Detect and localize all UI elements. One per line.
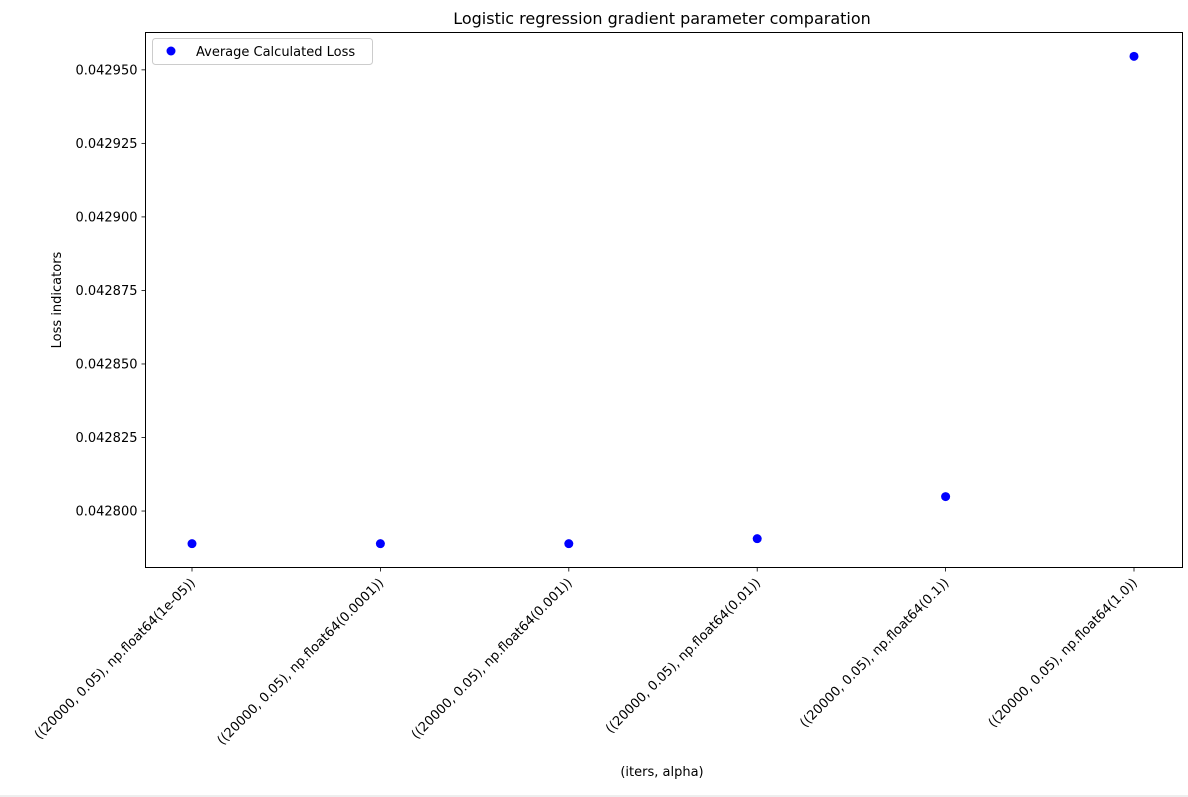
y-tick-label: 0.042800 bbox=[75, 505, 137, 520]
legend: Average Calculated Loss bbox=[152, 38, 373, 65]
plot-frame bbox=[145, 32, 1183, 568]
data-point bbox=[187, 539, 197, 549]
plot-area bbox=[145, 32, 1183, 568]
x-axis-title: (iters, alpha) bbox=[620, 765, 703, 780]
data-points bbox=[187, 51, 1139, 549]
chart-title: Logistic regression gradient parameter c… bbox=[453, 9, 871, 28]
x-tick-label: ((20000, 0.05), np.float64(0.001)) bbox=[409, 576, 576, 743]
y-tick-label: 0.042900 bbox=[75, 210, 137, 225]
y-tick-label: 0.042850 bbox=[75, 357, 137, 372]
legend-box bbox=[152, 38, 373, 65]
data-point bbox=[941, 492, 951, 502]
y-tick-label: 0.042875 bbox=[75, 284, 137, 299]
data-point bbox=[564, 539, 574, 549]
data-point bbox=[752, 534, 762, 544]
x-tick-label: ((20000, 0.05), np.float64(0.1)) bbox=[797, 576, 952, 731]
x-tick-label: ((20000, 0.05), np.float64(0.01)) bbox=[603, 576, 764, 737]
y-axis: 0.042800 0.042825 0.042850 0.042875 0.042900… bbox=[75, 63, 146, 520]
data-point bbox=[375, 539, 385, 549]
x-tick-label: ((20000, 0.05), np.float64(1e-05)) bbox=[32, 576, 199, 743]
y-tick-label: 0.042925 bbox=[75, 137, 137, 152]
x-tick-label: ((20000, 0.05), np.float64(0.0001)) bbox=[215, 576, 388, 749]
y-axis-title: Loss indicators bbox=[50, 251, 65, 348]
legend-marker bbox=[166, 46, 176, 56]
x-axis: ((20000, 0.05), np.float64(1e-05)) ((2000… bbox=[32, 567, 1141, 749]
data-point bbox=[1129, 51, 1139, 61]
y-tick-label: 0.042825 bbox=[75, 431, 137, 446]
y-tick-label: 0.042950 bbox=[75, 63, 137, 78]
legend-label: Average Calculated Loss bbox=[196, 45, 355, 60]
bottom-divider bbox=[0, 795, 1188, 797]
x-tick-label: ((20000, 0.05), np.float64(1.0)) bbox=[986, 576, 1141, 731]
